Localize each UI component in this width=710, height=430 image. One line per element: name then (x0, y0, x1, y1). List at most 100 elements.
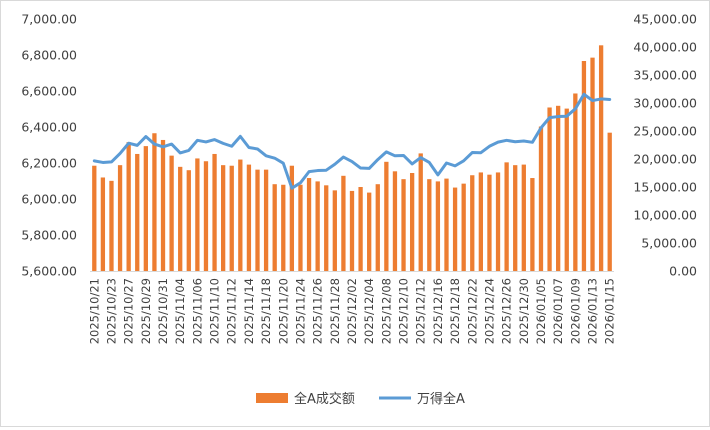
bar (392, 171, 398, 271)
x-tick-label: 2025/11/12 (225, 278, 239, 344)
right-axis: 0.00 5,000.00 10,000.00 15,000.00 20,000.00 2… (633, 12, 697, 279)
legend-swatch-bar (256, 393, 288, 403)
bar (100, 177, 106, 271)
bar (92, 165, 97, 271)
bar (556, 105, 561, 271)
line-series (92, 92, 612, 190)
bar (564, 108, 569, 271)
x-tick-label: 2025/12/26 (500, 278, 514, 344)
bar (367, 192, 372, 271)
bar (375, 184, 380, 271)
left-tick-label: 6,000.00 (21, 192, 77, 207)
bar (590, 57, 595, 271)
bar (160, 139, 166, 271)
bar (427, 179, 432, 271)
bar (495, 172, 501, 271)
bar (195, 158, 200, 271)
bar (538, 126, 544, 272)
bar (349, 190, 355, 271)
legend-item-bar[interactable]: 全A成交额 (256, 391, 355, 407)
right-tick-label: 40,000.00 (633, 40, 697, 55)
right-tick-label: 25,000.00 (633, 124, 697, 139)
x-tick-label: 2025/12/08 (379, 278, 393, 344)
bar (504, 162, 509, 271)
x-tick-label: 2025/11/28 (328, 278, 342, 344)
x-tick-label: 2025/10/31 (156, 278, 170, 344)
left-tick-label: 7,000.00 (21, 12, 77, 27)
legend: 全A成交额 万得全A (256, 391, 465, 407)
x-tick-label: 2025/12/24 (482, 278, 496, 344)
bar (298, 184, 303, 271)
x-tick-label: 2025/12/04 (362, 278, 376, 344)
x-tick-label: 2025/12/02 (345, 278, 359, 344)
x-tick-label: 2025/11/04 (173, 278, 187, 344)
bar (315, 181, 320, 271)
bar (246, 164, 252, 271)
x-tick-label: 2025/10/23 (104, 278, 118, 344)
right-tick-label: 10,000.00 (633, 208, 697, 223)
bar (169, 155, 174, 271)
bar (281, 184, 286, 271)
bar (444, 178, 449, 271)
bar (186, 170, 191, 271)
bar (117, 165, 123, 271)
bar (461, 183, 466, 271)
bar (152, 133, 157, 271)
x-tick-label: 2025/11/18 (259, 278, 273, 344)
right-tick-label: 0.00 (669, 264, 697, 279)
x-tick-label: 2025/12/30 (517, 278, 531, 344)
bar (109, 180, 114, 271)
x-tick-label: 2025/12/18 (448, 278, 462, 344)
x-tick-label: 2025/11/20 (276, 278, 290, 344)
x-tick-label: 2026/01/13 (586, 278, 600, 344)
bar (487, 174, 492, 271)
bar (255, 169, 260, 271)
x-tick-label: 2025/12/16 (431, 278, 445, 344)
bar (607, 132, 612, 271)
left-tick-label: 6,800.00 (21, 48, 77, 63)
bar (203, 161, 209, 271)
right-tick-label: 5,000.00 (641, 236, 697, 251)
x-tick-label: 2025/11/26 (311, 278, 325, 344)
bar (409, 173, 415, 271)
bar (384, 161, 389, 271)
x-tick-label: 2025/10/27 (122, 278, 136, 344)
bar (530, 178, 535, 271)
legend-item-line[interactable]: 万得全A (379, 391, 465, 407)
bar (547, 107, 552, 271)
bar (324, 185, 329, 271)
x-tick-label: 2025/10/29 (139, 278, 153, 344)
right-tick-label: 45,000.00 (633, 12, 697, 27)
bar (418, 153, 423, 271)
right-tick-label: 35,000.00 (633, 68, 697, 83)
left-tick-label: 6,600.00 (21, 84, 77, 99)
bar (229, 165, 234, 271)
x-tick-label: 2026/01/15 (603, 278, 617, 344)
bar (598, 45, 604, 271)
x-tick-label: 2025/11/06 (190, 278, 204, 344)
x-tick-label: 2026/01/09 (568, 278, 582, 344)
x-tick-label: 2025/12/22 (465, 278, 479, 344)
bar (341, 175, 346, 271)
bar (332, 190, 337, 271)
bar (581, 61, 587, 271)
left-tick-label: 6,400.00 (21, 120, 77, 135)
bar-series (92, 45, 612, 272)
left-tick-label: 6,200.00 (21, 156, 77, 171)
bar (452, 187, 458, 271)
bar (289, 165, 295, 271)
bar (358, 187, 363, 271)
x-tick-label: 2025/11/24 (293, 278, 307, 344)
bar (238, 159, 243, 271)
legend-label-line: 万得全A (417, 391, 465, 407)
bar (573, 93, 578, 271)
bar (521, 164, 526, 271)
bar (401, 179, 406, 271)
bar (470, 175, 475, 271)
x-tick-label: 2025/11/10 (208, 278, 222, 344)
bar (306, 178, 312, 271)
bar (435, 181, 441, 271)
line-path (92, 92, 612, 190)
